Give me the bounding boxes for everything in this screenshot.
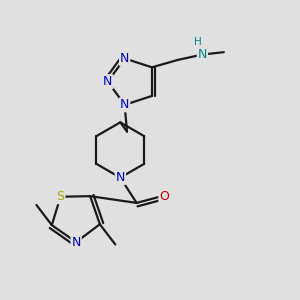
Text: S: S — [56, 190, 64, 203]
Text: N: N — [120, 98, 129, 111]
Text: N: N — [198, 48, 207, 61]
Text: H: H — [194, 37, 202, 47]
Text: N: N — [103, 75, 112, 88]
Text: O: O — [159, 190, 169, 203]
Text: N: N — [120, 52, 129, 65]
Text: N: N — [71, 236, 81, 249]
Text: N: N — [116, 171, 125, 184]
